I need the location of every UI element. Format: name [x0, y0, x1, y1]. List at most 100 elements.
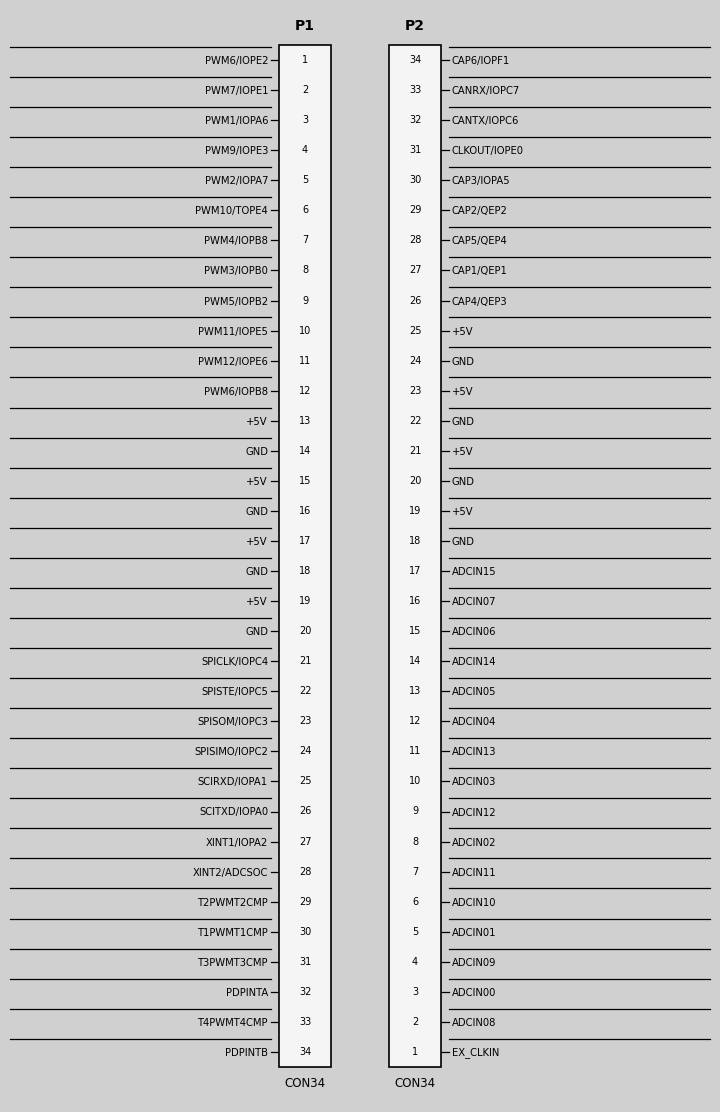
- Text: ADCIN06: ADCIN06: [452, 627, 497, 637]
- Text: 20: 20: [299, 626, 311, 636]
- Text: 27: 27: [409, 266, 421, 276]
- Text: 20: 20: [409, 476, 421, 486]
- Text: 21: 21: [299, 656, 311, 666]
- Text: GND: GND: [452, 537, 475, 547]
- Text: 33: 33: [409, 86, 421, 96]
- Text: ADCIN00: ADCIN00: [452, 987, 496, 997]
- Text: GND: GND: [245, 627, 268, 637]
- Text: 25: 25: [409, 326, 421, 336]
- Text: 5: 5: [302, 176, 308, 186]
- Text: 31: 31: [409, 146, 421, 156]
- Text: PWM6/IOPB8: PWM6/IOPB8: [204, 387, 268, 397]
- Text: T3PWMT3CMP: T3PWMT3CMP: [197, 957, 268, 967]
- Text: +5V: +5V: [246, 477, 268, 487]
- Text: 17: 17: [299, 536, 311, 546]
- Text: +5V: +5V: [452, 447, 474, 457]
- Text: 32: 32: [409, 116, 421, 126]
- Text: 18: 18: [409, 536, 421, 546]
- Text: 3: 3: [412, 986, 418, 996]
- Text: 19: 19: [409, 506, 421, 516]
- Text: ADCIN05: ADCIN05: [452, 687, 497, 697]
- Text: 34: 34: [409, 54, 421, 64]
- Text: 15: 15: [299, 476, 311, 486]
- Bar: [389, 44, 441, 1068]
- Text: SPISOM/IOPC3: SPISOM/IOPC3: [197, 717, 268, 727]
- Text: 2: 2: [412, 1016, 418, 1026]
- Text: SPISTE/IOPC5: SPISTE/IOPC5: [201, 687, 268, 697]
- Text: 27: 27: [299, 836, 311, 846]
- Text: CON34: CON34: [284, 1078, 325, 1090]
- Text: 21: 21: [409, 446, 421, 456]
- Text: T1PWMT1CMP: T1PWMT1CMP: [197, 927, 268, 937]
- Bar: [279, 44, 331, 1068]
- Text: PWM5/IOPB2: PWM5/IOPB2: [204, 297, 268, 307]
- Text: 31: 31: [299, 956, 311, 966]
- Text: SCIRXD/IOPA1: SCIRXD/IOPA1: [198, 777, 268, 787]
- Text: 26: 26: [299, 806, 311, 816]
- Text: CLKOUT/IOPE0: CLKOUT/IOPE0: [452, 146, 524, 156]
- Text: XINT2/ADCSOC: XINT2/ADCSOC: [193, 867, 268, 877]
- Text: CAP5/QEP4: CAP5/QEP4: [452, 237, 508, 247]
- Text: +5V: +5V: [246, 537, 268, 547]
- Text: CAP6/IOPF1: CAP6/IOPF1: [452, 56, 510, 66]
- Text: ADCIN02: ADCIN02: [452, 837, 497, 847]
- Text: P2: P2: [405, 19, 425, 33]
- Text: 28: 28: [299, 866, 311, 876]
- Text: GND: GND: [452, 477, 475, 487]
- Text: XINT1/IOPA2: XINT1/IOPA2: [206, 837, 268, 847]
- Text: ADCIN04: ADCIN04: [452, 717, 496, 727]
- Text: 4: 4: [412, 956, 418, 966]
- Text: 7: 7: [412, 866, 418, 876]
- Text: PWM11/IOPE5: PWM11/IOPE5: [198, 327, 268, 337]
- Text: SCITXD/IOPA0: SCITXD/IOPA0: [199, 807, 268, 817]
- Text: 1: 1: [302, 54, 308, 64]
- Text: CON34: CON34: [395, 1078, 436, 1090]
- Text: 10: 10: [299, 326, 311, 336]
- Text: 8: 8: [412, 836, 418, 846]
- Text: 34: 34: [299, 1048, 311, 1058]
- Text: 13: 13: [409, 686, 421, 696]
- Text: 23: 23: [299, 716, 311, 726]
- Text: 23: 23: [409, 386, 421, 396]
- Text: CAP3/IOPA5: CAP3/IOPA5: [452, 177, 510, 187]
- Text: 29: 29: [409, 206, 421, 216]
- Text: SPICLK/IOPC4: SPICLK/IOPC4: [201, 657, 268, 667]
- Text: ADCIN12: ADCIN12: [452, 807, 497, 817]
- Text: PDPINTB: PDPINTB: [225, 1048, 268, 1058]
- Text: T4PWMT4CMP: T4PWMT4CMP: [197, 1017, 268, 1027]
- Text: GND: GND: [452, 357, 475, 367]
- Text: CAP2/QEP2: CAP2/QEP2: [452, 207, 508, 217]
- Text: GND: GND: [245, 567, 268, 577]
- Text: 10: 10: [409, 776, 421, 786]
- Text: 19: 19: [299, 596, 311, 606]
- Text: ADCIN13: ADCIN13: [452, 747, 497, 757]
- Text: 3: 3: [302, 116, 308, 126]
- Text: 5: 5: [412, 926, 418, 936]
- Text: 1: 1: [412, 1048, 418, 1058]
- Text: 6: 6: [412, 896, 418, 906]
- Text: 30: 30: [299, 926, 311, 936]
- Text: CAP1/QEP1: CAP1/QEP1: [452, 267, 508, 277]
- Text: GND: GND: [245, 447, 268, 457]
- Text: PWM10/TOPE4: PWM10/TOPE4: [195, 207, 268, 217]
- Text: 30: 30: [409, 176, 421, 186]
- Text: 28: 28: [409, 236, 421, 246]
- Text: PWM4/IOPB8: PWM4/IOPB8: [204, 237, 268, 247]
- Text: ADCIN15: ADCIN15: [452, 567, 497, 577]
- Text: 24: 24: [409, 356, 421, 366]
- Text: 33: 33: [299, 1016, 311, 1026]
- Text: 11: 11: [299, 356, 311, 366]
- Text: +5V: +5V: [452, 387, 474, 397]
- Text: 18: 18: [299, 566, 311, 576]
- Text: 22: 22: [299, 686, 311, 696]
- Text: ADCIN07: ADCIN07: [452, 597, 497, 607]
- Text: ADCIN09: ADCIN09: [452, 957, 497, 967]
- Text: 8: 8: [302, 266, 308, 276]
- Text: T2PWMT2CMP: T2PWMT2CMP: [197, 897, 268, 907]
- Text: ADCIN10: ADCIN10: [452, 897, 497, 907]
- Text: PWM1/IOPA6: PWM1/IOPA6: [204, 116, 268, 126]
- Text: 26: 26: [409, 296, 421, 306]
- Text: 16: 16: [299, 506, 311, 516]
- Text: 15: 15: [409, 626, 421, 636]
- Text: 12: 12: [409, 716, 421, 726]
